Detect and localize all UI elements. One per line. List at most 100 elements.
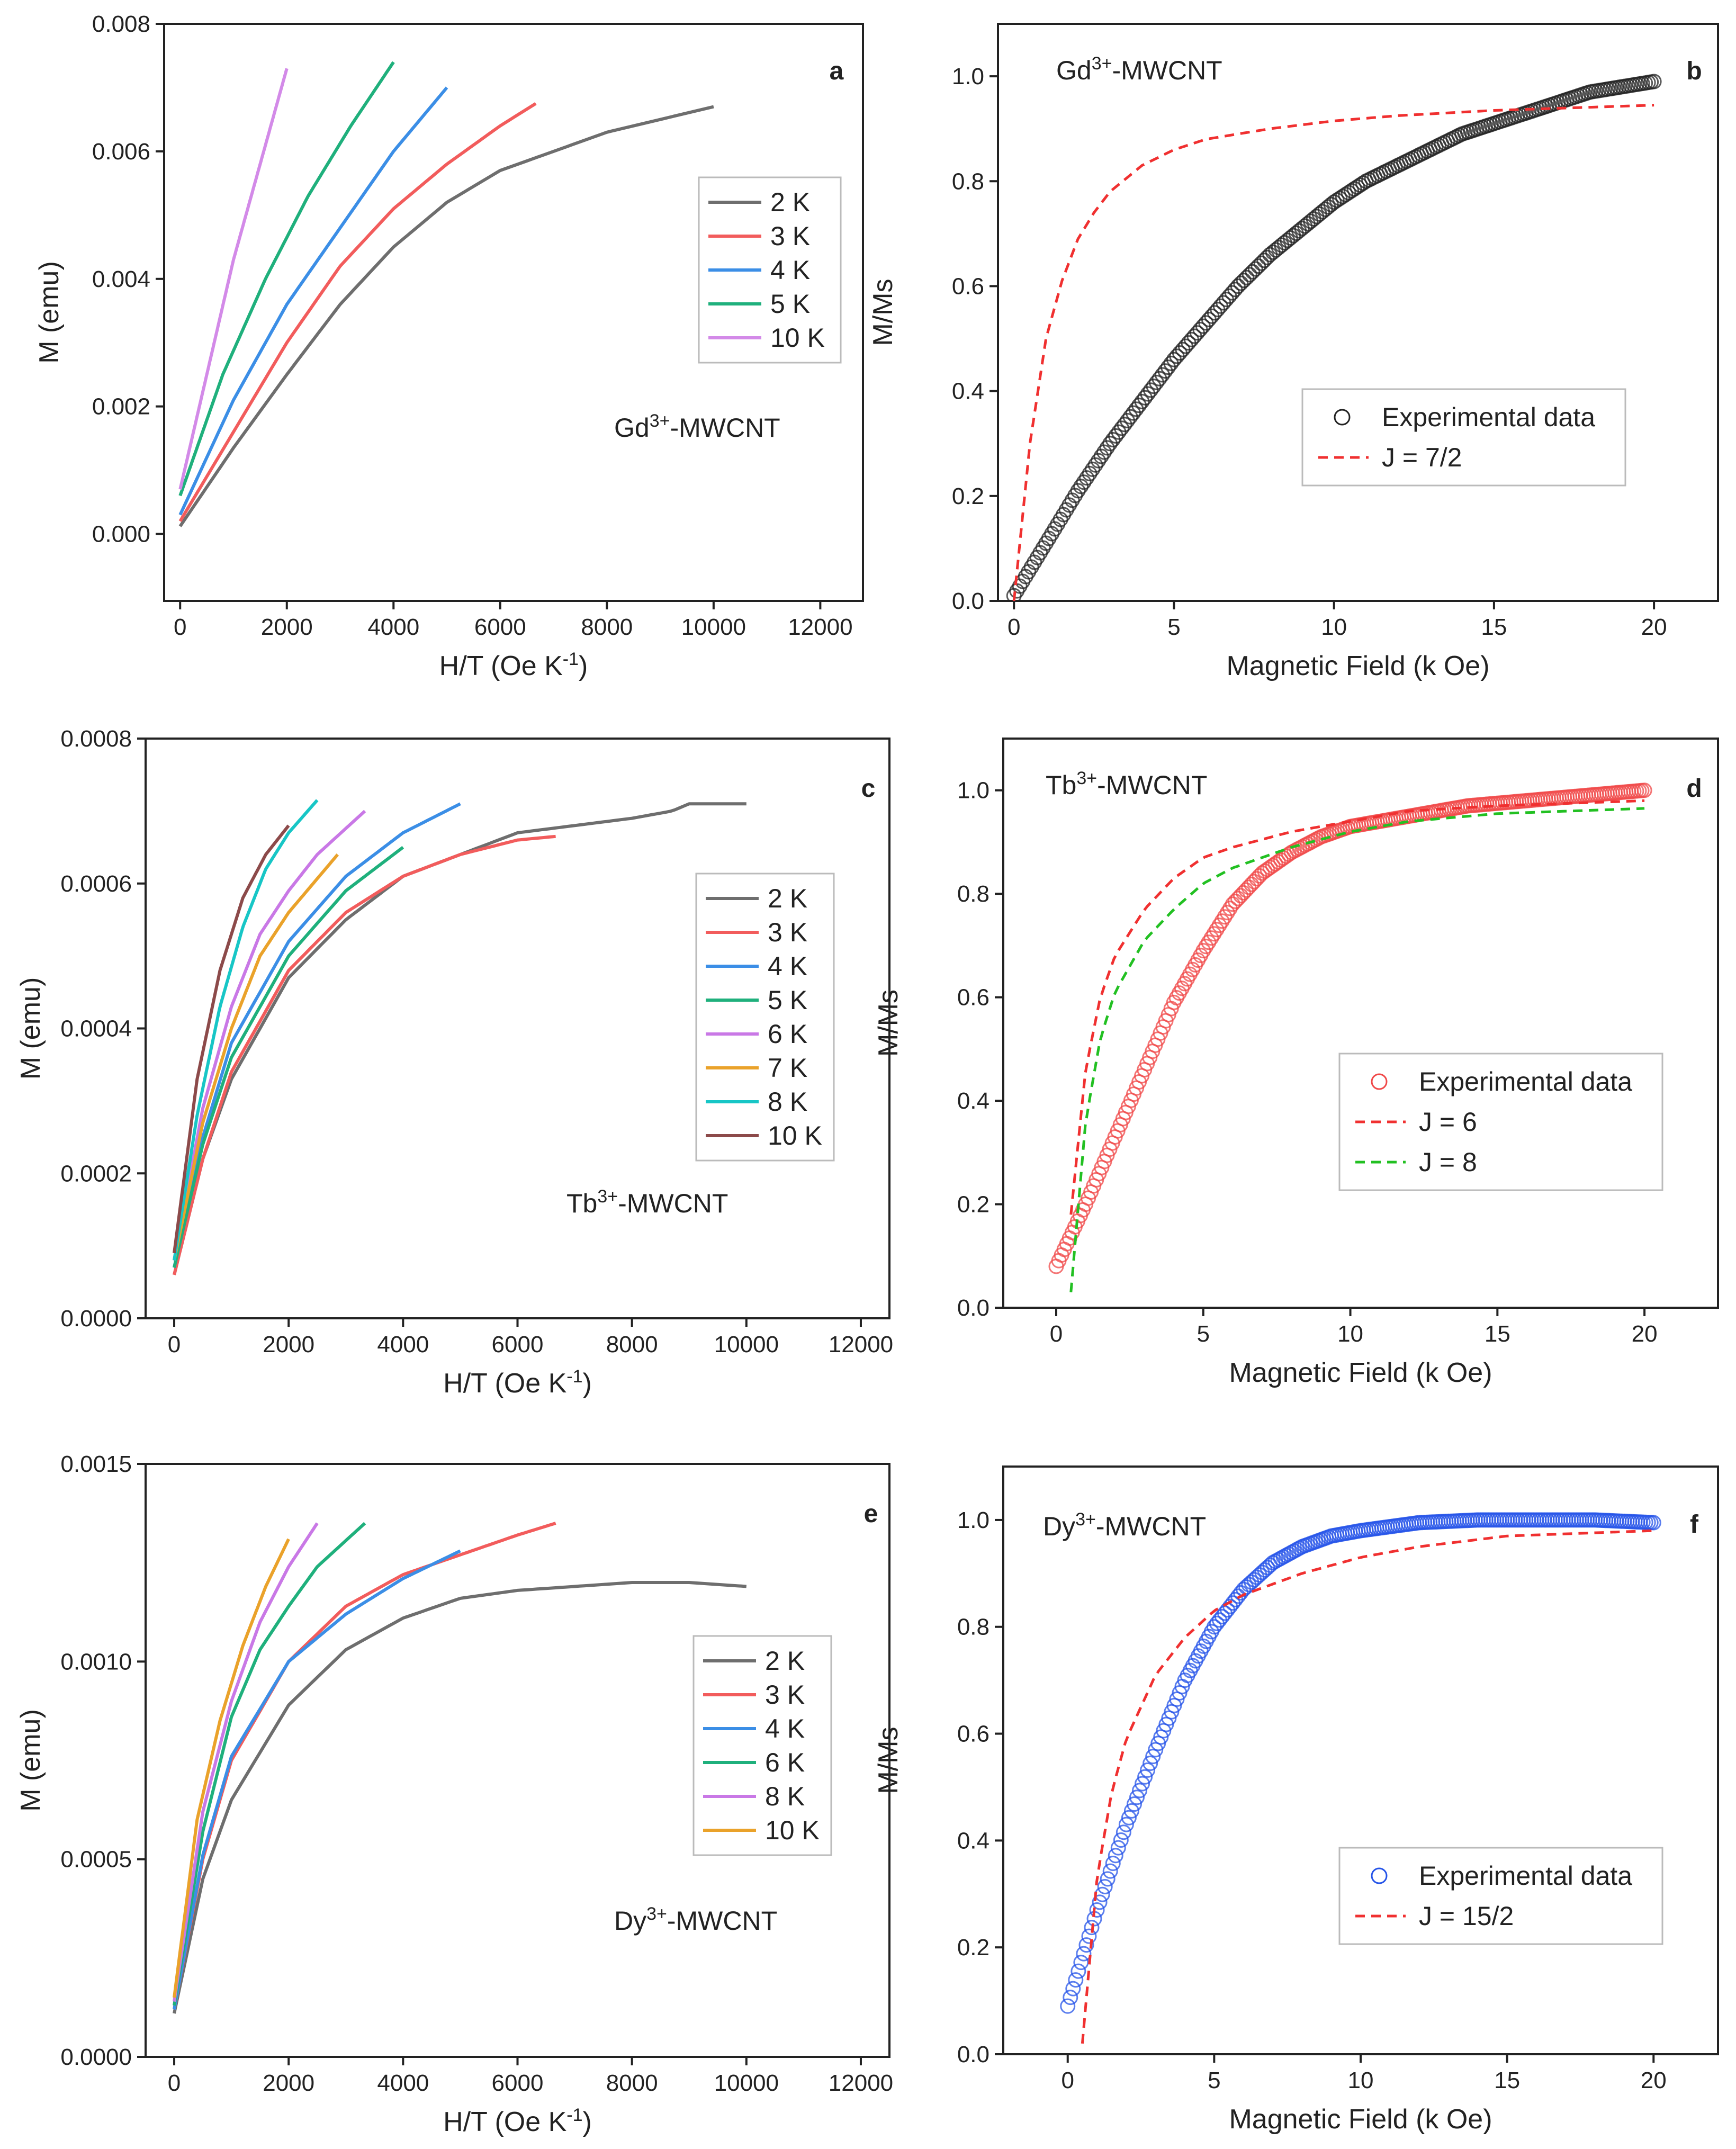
sample-label: Tb3+-MWCNT bbox=[566, 1186, 728, 1218]
panel-f: 0 5 10 15 20 0.0 0.2 0.4 0.6 0.8 1.0 Magnetic Field… bbox=[873, 1465, 1719, 2135]
x-tick-label: 20 bbox=[1632, 1321, 1658, 1347]
series-line bbox=[178, 68, 289, 490]
x-tick-label: 5 bbox=[1167, 614, 1180, 640]
x-axis-label-close: ) bbox=[583, 1368, 592, 1399]
legend-label: 10 K bbox=[768, 1121, 822, 1150]
legend-label: 10 K bbox=[770, 323, 825, 353]
data-point bbox=[1128, 401, 1144, 417]
series-line bbox=[173, 1581, 747, 2014]
x-tick-label: 8000 bbox=[581, 614, 633, 640]
data-point bbox=[1646, 74, 1662, 89]
y-axis-label: M (emu) bbox=[15, 977, 46, 1080]
series-line bbox=[173, 824, 290, 1254]
data-point bbox=[1209, 922, 1225, 938]
x-axis-label-sup: -1 bbox=[563, 649, 579, 669]
y-tick-label: 1.0 bbox=[957, 778, 990, 804]
data-point bbox=[1079, 470, 1095, 486]
legend-item: 2 K bbox=[703, 1646, 805, 1676]
data-point bbox=[1242, 267, 1257, 283]
y-tick-label: 0.0 bbox=[957, 2042, 990, 2067]
data-point bbox=[1081, 1928, 1097, 1944]
y-tick-label: 0.6 bbox=[957, 1721, 990, 1747]
data-point bbox=[1126, 405, 1141, 421]
sample-host: -MWCNT bbox=[670, 413, 780, 443]
legend-item: J = 15/2 bbox=[1355, 1901, 1514, 1931]
data-point bbox=[1121, 1810, 1137, 1826]
data-point bbox=[1096, 444, 1112, 460]
data-point bbox=[1236, 885, 1252, 901]
legend-item: 3 K bbox=[706, 918, 807, 947]
legend-label: Experimental data bbox=[1419, 1067, 1632, 1096]
y-tick-label: 0.002 bbox=[92, 394, 150, 420]
x-tick-label: 8000 bbox=[606, 1332, 658, 1357]
data-point bbox=[1116, 1824, 1131, 1840]
panel-c: 0 2000 4000 6000 8000 10000 12000 0.0000 0.0002 0… bbox=[15, 726, 893, 1399]
data-point bbox=[1097, 1879, 1113, 1895]
y-tick-label: 0.0 bbox=[957, 1295, 990, 1321]
series-line bbox=[173, 1549, 461, 2010]
data-point bbox=[1089, 1902, 1105, 1918]
data-point bbox=[1114, 420, 1130, 436]
legend-box bbox=[1338, 1847, 1663, 1945]
data-point bbox=[1117, 417, 1132, 433]
sample-label: Dy3+-MWCNT bbox=[614, 1904, 777, 1936]
panel-letter: a bbox=[830, 57, 844, 85]
legend-item: 10 K bbox=[703, 1815, 820, 1845]
legend: 2 K 3 K 4 K 5 K 6 K 7 K 8 K 10 K bbox=[695, 873, 835, 1162]
x-tick-label: 6000 bbox=[492, 2070, 544, 2096]
x-tick-label: 20 bbox=[1641, 614, 1667, 640]
data-point bbox=[1073, 1955, 1089, 1971]
y-tick-label: 0.0 bbox=[952, 588, 984, 614]
panel-letter: b bbox=[1686, 57, 1702, 85]
x-tick-label: 12000 bbox=[829, 1332, 893, 1357]
data-point bbox=[1087, 457, 1103, 473]
x-axis-label: H/T (Oe K-1) bbox=[439, 649, 588, 681]
sample-charge: 3+ bbox=[597, 1186, 618, 1207]
x-tick-label: 15 bbox=[1481, 614, 1507, 640]
legend-item: 2 K bbox=[706, 884, 807, 913]
legend-label: 7 K bbox=[768, 1053, 807, 1083]
data-point bbox=[1211, 918, 1227, 933]
legend-label: 2 K bbox=[770, 187, 810, 217]
y-tick-label: 0.2 bbox=[957, 1192, 990, 1218]
legend-label: 10 K bbox=[765, 1815, 820, 1845]
data-point bbox=[1225, 896, 1240, 912]
y-tick-label: 0.004 bbox=[92, 266, 150, 292]
data-point bbox=[1253, 255, 1269, 271]
legend-label: 5 K bbox=[770, 289, 810, 319]
legend-item: 5 K bbox=[706, 985, 807, 1015]
panel-letter: d bbox=[1686, 775, 1702, 803]
sample-label: Gd3+-MWCNT bbox=[1056, 53, 1222, 85]
x-axis-label: Magnetic Field (k Oe) bbox=[1226, 651, 1489, 681]
legend-item: 4 K bbox=[706, 951, 807, 981]
data-point bbox=[1645, 1515, 1661, 1531]
plot-frame bbox=[1002, 738, 1719, 1309]
panel-b: 0 5 10 15 20 0.0 0.2 0.4 0.6 0.8 1.0 Magnetic Field… bbox=[868, 23, 1719, 681]
legend-label: 4 K bbox=[765, 1714, 805, 1743]
plot-frame bbox=[997, 23, 1719, 602]
panel-a: 0 2000 4000 6000 8000 10000 12000 0.000 0.002 0.0… bbox=[34, 11, 864, 681]
data-point bbox=[1111, 424, 1127, 440]
series-line bbox=[178, 102, 537, 522]
legend-item: 5 K bbox=[708, 289, 810, 319]
x-axis-label-main: H/T (Oe K bbox=[443, 1368, 566, 1399]
data-point bbox=[1233, 1585, 1249, 1601]
data-point bbox=[1143, 1756, 1158, 1772]
series-line bbox=[178, 105, 714, 527]
y-tick-label: 1.0 bbox=[957, 1507, 990, 1533]
y-tick-label: 0.0006 bbox=[60, 871, 132, 897]
data-point bbox=[1230, 891, 1246, 906]
legend-label: 6 K bbox=[768, 1019, 807, 1049]
data-point bbox=[1068, 1972, 1084, 1988]
data-point bbox=[1143, 382, 1158, 398]
x-axis-label: H/T (Oe K-1) bbox=[443, 1366, 592, 1399]
y-tick-label: 0.0010 bbox=[60, 1649, 132, 1675]
data-point bbox=[1160, 359, 1176, 375]
sample-host: -MWCNT bbox=[1096, 1512, 1206, 1541]
data-point bbox=[1251, 258, 1266, 274]
x-tick-label: 15 bbox=[1485, 1321, 1510, 1347]
data-point bbox=[1152, 371, 1167, 386]
sample-host: -MWCNT bbox=[667, 1906, 777, 1936]
data-point bbox=[1137, 390, 1153, 406]
data-point bbox=[1100, 1871, 1116, 1887]
